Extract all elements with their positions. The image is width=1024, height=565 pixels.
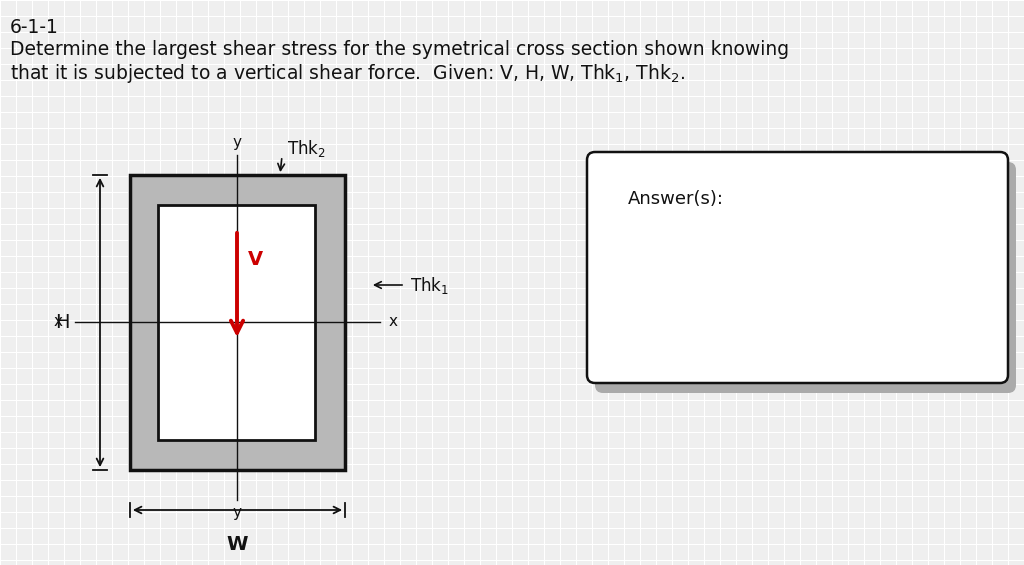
Text: Determine the largest shear stress for the symetrical cross section shown knowin: Determine the largest shear stress for t… [10, 40, 790, 59]
FancyBboxPatch shape [587, 152, 1008, 383]
Text: 6-1-1: 6-1-1 [10, 18, 58, 37]
Text: y: y [232, 136, 242, 150]
Text: Answer(s):: Answer(s): [628, 190, 724, 208]
Text: Thk$_2$: Thk$_2$ [287, 138, 326, 159]
Text: x: x [53, 315, 62, 329]
Bar [130, 175, 345, 470]
Text: H: H [54, 312, 70, 332]
Text: V: V [248, 250, 263, 269]
Bar [158, 205, 315, 440]
Text: that it is subjected to a vertical shear force.  Given: V, H, W, Thk$_1$, Thk$_2: that it is subjected to a vertical shear… [10, 62, 685, 85]
Text: x: x [388, 315, 397, 329]
Text: W: W [226, 535, 248, 554]
Text: Thk$_1$: Thk$_1$ [410, 275, 449, 295]
Text: y: y [232, 505, 242, 520]
FancyBboxPatch shape [595, 162, 1016, 393]
